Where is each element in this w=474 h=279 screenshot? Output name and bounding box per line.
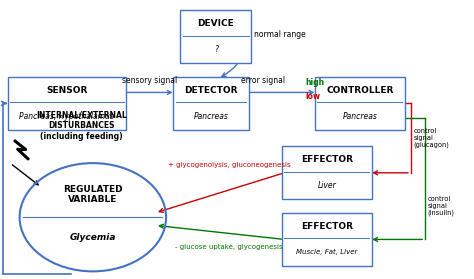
Text: INTERNAL/EXTERNAL
DISTURBANCES
(including feeding): INTERNAL/EXTERNAL DISTURBANCES (includin… [36,111,127,141]
Text: Pancreas, Hypothalamus: Pancreas, Hypothalamus [19,112,114,121]
Text: control
signal
(glucagon): control signal (glucagon) [413,128,449,148]
FancyBboxPatch shape [8,77,126,130]
Text: ?: ? [214,45,218,54]
Text: Glycemia: Glycemia [70,233,116,242]
Text: error signal: error signal [241,76,285,85]
FancyBboxPatch shape [282,213,372,266]
Text: DEVICE: DEVICE [197,19,234,28]
Text: Muscle, Fat, Liver: Muscle, Fat, Liver [296,249,357,256]
Text: Pancreas: Pancreas [193,112,228,121]
Text: EFFECTOR: EFFECTOR [301,222,353,231]
FancyBboxPatch shape [282,146,372,199]
Text: Liver: Liver [318,181,336,190]
Text: SENSOR: SENSOR [46,86,88,95]
Text: high: high [306,78,325,87]
Text: REGULATED
VARIABLE: REGULATED VARIABLE [63,185,123,204]
FancyBboxPatch shape [180,10,251,63]
Text: DETECTOR: DETECTOR [184,86,238,95]
Text: low: low [306,92,320,101]
Text: EFFECTOR: EFFECTOR [301,155,353,164]
Text: + glycogenolysis, gluconeogenesis: + glycogenolysis, gluconeogenesis [168,162,291,168]
Text: sensory signal: sensory signal [122,76,177,85]
Text: normal range: normal range [254,30,305,39]
FancyBboxPatch shape [173,77,249,130]
Text: control
signal
(insulin): control signal (insulin) [428,196,455,217]
FancyBboxPatch shape [315,77,405,130]
Text: CONTROLLER: CONTROLLER [326,86,393,95]
Text: Pancreas: Pancreas [342,112,377,121]
Text: - glucose uptake, glycogenesis: - glucose uptake, glycogenesis [175,244,283,251]
